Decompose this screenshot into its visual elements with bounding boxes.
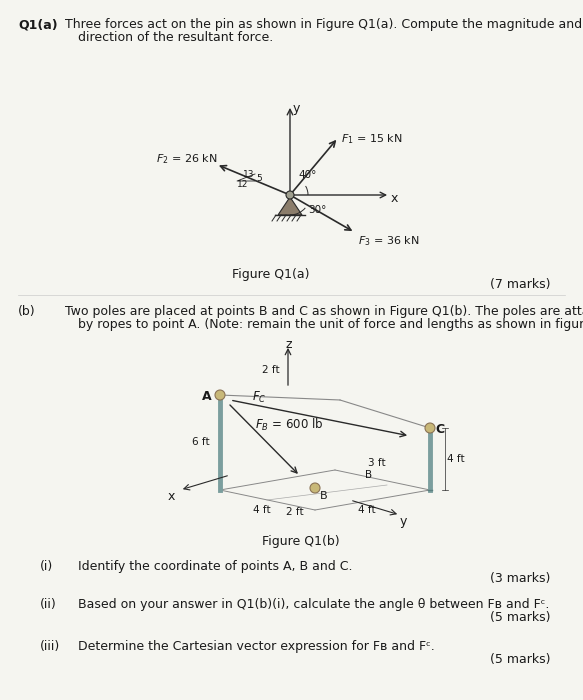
Text: (3 marks): (3 marks) — [490, 572, 550, 585]
Text: Figure Q1(b): Figure Q1(b) — [262, 535, 340, 548]
Text: B: B — [365, 470, 372, 480]
Text: y: y — [293, 102, 300, 115]
Text: 3 ft: 3 ft — [368, 458, 385, 468]
Text: x: x — [168, 490, 175, 503]
Text: $F_C$: $F_C$ — [252, 390, 266, 405]
Text: direction of the resultant force.: direction of the resultant force. — [78, 31, 273, 44]
Text: Determine the Cartesian vector expression for Fв and Fᶜ.: Determine the Cartesian vector expressio… — [78, 640, 435, 653]
Text: B: B — [320, 491, 328, 501]
Text: (5 marks): (5 marks) — [490, 653, 550, 666]
Text: 4 ft: 4 ft — [358, 505, 375, 515]
Text: 4 ft: 4 ft — [253, 505, 271, 515]
Text: 4 ft: 4 ft — [447, 454, 465, 464]
Text: 12: 12 — [237, 180, 248, 189]
Text: (iii): (iii) — [40, 640, 60, 653]
Text: (b): (b) — [18, 305, 36, 318]
Polygon shape — [278, 197, 302, 215]
Text: 40°: 40° — [298, 170, 317, 180]
Text: x: x — [391, 192, 398, 205]
Text: $F_B$ = 600 lb: $F_B$ = 600 lb — [255, 417, 324, 433]
Text: Identify the coordinate of points A, B and C.: Identify the coordinate of points A, B a… — [78, 560, 353, 573]
Text: 30°: 30° — [308, 205, 326, 215]
Text: 6 ft: 6 ft — [192, 437, 210, 447]
Text: (i): (i) — [40, 560, 53, 573]
Text: (ii): (ii) — [40, 598, 57, 611]
Circle shape — [215, 390, 225, 400]
Text: 2 ft: 2 ft — [286, 507, 304, 517]
Text: $F_1$ = 15 kN: $F_1$ = 15 kN — [341, 132, 403, 146]
Text: A: A — [202, 390, 212, 403]
Text: 5: 5 — [256, 174, 262, 183]
Circle shape — [286, 191, 294, 199]
Text: 2 ft: 2 ft — [262, 365, 280, 375]
Text: Two poles are placed at points B and C as shown in Figure Q1(b). The poles are a: Two poles are placed at points B and C a… — [65, 305, 583, 318]
Text: by ropes to point A. (Note: remain the unit of force and lengths as shown in fig: by ropes to point A. (Note: remain the u… — [78, 318, 583, 331]
Text: Three forces act on the pin as shown in Figure Q1(a). Compute the magnitude and: Three forces act on the pin as shown in … — [65, 18, 582, 31]
Text: (7 marks): (7 marks) — [490, 278, 550, 291]
Text: z: z — [285, 338, 292, 351]
Text: $F_2$ = 26 kN: $F_2$ = 26 kN — [156, 152, 217, 166]
Text: y: y — [400, 515, 408, 528]
Text: $F_3$ = 36 kN: $F_3$ = 36 kN — [358, 234, 419, 248]
Text: (5 marks): (5 marks) — [490, 611, 550, 624]
Text: Figure Q1(a): Figure Q1(a) — [232, 268, 310, 281]
Text: C: C — [435, 423, 444, 436]
Text: Q1(a): Q1(a) — [18, 18, 58, 31]
Circle shape — [310, 483, 320, 493]
Circle shape — [425, 423, 435, 433]
Text: 13: 13 — [243, 170, 255, 179]
Text: Based on your answer in Q1(b)(i), calculate the angle θ between Fв and Fᶜ.: Based on your answer in Q1(b)(i), calcul… — [78, 598, 549, 611]
